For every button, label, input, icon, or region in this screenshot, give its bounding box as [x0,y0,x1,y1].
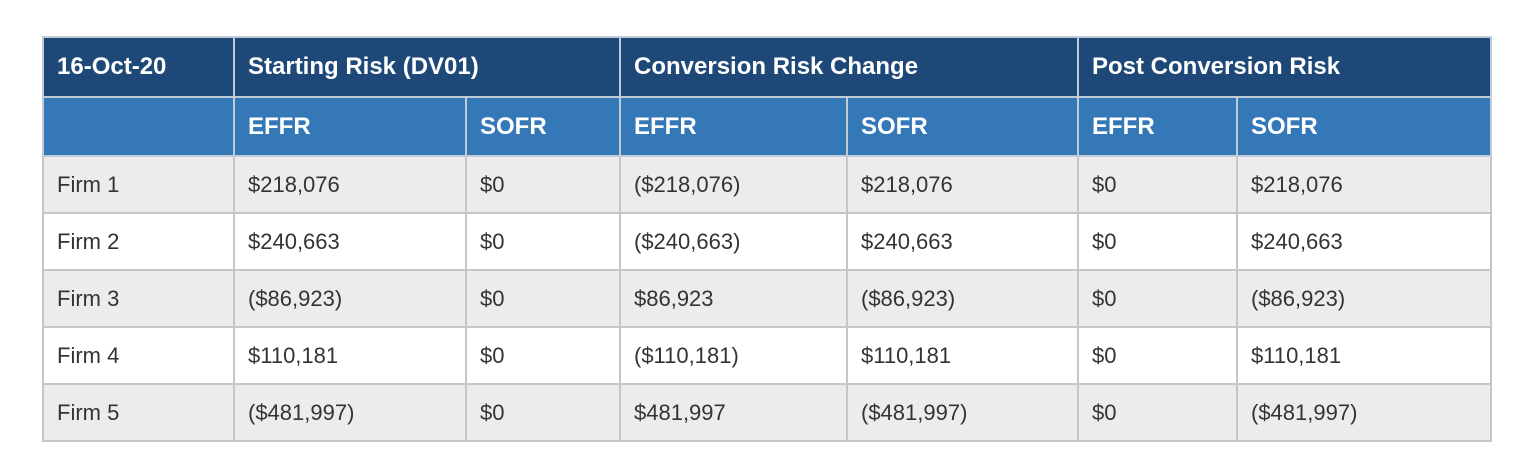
table-row-firm-3: Firm 3 ($86,923) $0 $86,923 ($86,923) $0… [42,269,1492,328]
value-cell: ($481,997) [1236,383,1492,442]
value-cell: ($481,997) [233,383,467,442]
value-cell: $481,997 [619,383,848,442]
value-cell: $0 [465,383,621,442]
value-cell: $240,663 [846,212,1079,271]
subheader-post-effr: EFFR [1077,96,1238,157]
value-cell: $0 [1077,155,1238,214]
group-header-conversion-risk-change: Conversion Risk Change [619,36,1079,98]
firm-cell: Firm 5 [42,383,235,442]
value-cell: $0 [1077,326,1238,385]
value-cell: ($110,181) [619,326,848,385]
value-cell: $0 [1077,269,1238,328]
value-cell: $0 [465,212,621,271]
value-cell: $110,181 [1236,326,1492,385]
group-header-starting-risk: Starting Risk (DV01) [233,36,621,98]
value-cell: ($240,663) [619,212,848,271]
risk-conversion-table-container: 16-Oct-20 Starting Risk (DV01) Conversio… [42,36,1492,442]
subheader-starting-effr: EFFR [233,96,467,157]
value-cell: $0 [1077,383,1238,442]
value-cell: $218,076 [233,155,467,214]
value-cell: $0 [465,269,621,328]
value-cell: $240,663 [233,212,467,271]
value-cell: $0 [1077,212,1238,271]
value-cell: $86,923 [619,269,848,328]
value-cell: ($86,923) [233,269,467,328]
firm-cell: Firm 3 [42,269,235,328]
value-cell: $218,076 [846,155,1079,214]
table-row-firm-1: Firm 1 $218,076 $0 ($218,076) $218,076 $… [42,155,1492,214]
date-cell: 16-Oct-20 [42,36,235,98]
value-cell: $0 [465,155,621,214]
value-cell: ($481,997) [846,383,1079,442]
subheader-conversion-effr: EFFR [619,96,848,157]
sub-header-row: EFFR SOFR EFFR SOFR EFFR SOFR [42,96,1492,157]
value-cell: ($218,076) [619,155,848,214]
value-cell: ($86,923) [1236,269,1492,328]
firm-cell: Firm 2 [42,212,235,271]
value-cell: $0 [465,326,621,385]
table-row-firm-4: Firm 4 $110,181 $0 ($110,181) $110,181 $… [42,326,1492,385]
table-row-firm-2: Firm 2 $240,663 $0 ($240,663) $240,663 $… [42,212,1492,271]
group-header-row: 16-Oct-20 Starting Risk (DV01) Conversio… [42,36,1492,98]
subheader-starting-sofr: SOFR [465,96,621,157]
value-cell: $218,076 [1236,155,1492,214]
value-cell: ($86,923) [846,269,1079,328]
value-cell: $240,663 [1236,212,1492,271]
subheader-conversion-sofr: SOFR [846,96,1079,157]
subheader-spacer [42,96,235,157]
table-row-firm-5: Firm 5 ($481,997) $0 $481,997 ($481,997)… [42,383,1492,442]
value-cell: $110,181 [233,326,467,385]
group-header-post-conversion-risk: Post Conversion Risk [1077,36,1492,98]
value-cell: $110,181 [846,326,1079,385]
subheader-post-sofr: SOFR [1236,96,1492,157]
firm-cell: Firm 1 [42,155,235,214]
risk-conversion-table: 16-Oct-20 Starting Risk (DV01) Conversio… [42,36,1492,442]
firm-cell: Firm 4 [42,326,235,385]
